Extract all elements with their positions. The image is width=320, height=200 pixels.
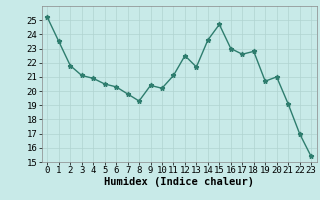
X-axis label: Humidex (Indice chaleur): Humidex (Indice chaleur) [104, 177, 254, 187]
